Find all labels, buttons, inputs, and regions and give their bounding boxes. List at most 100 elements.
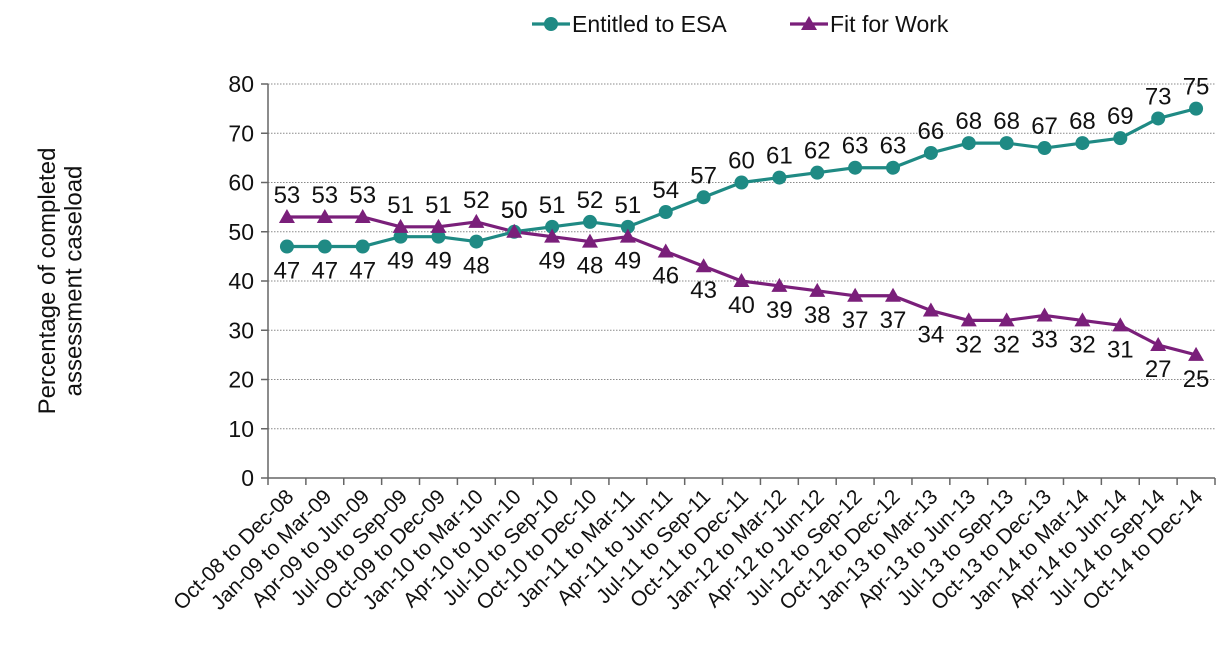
data-point-marker	[1189, 101, 1204, 116]
data-point-marker	[619, 228, 636, 243]
data-label: 51	[539, 192, 566, 219]
data-point-marker	[657, 243, 674, 258]
data-point-marker	[772, 170, 787, 185]
data-label: 51	[425, 192, 452, 219]
data-label: 53	[349, 182, 376, 209]
data-point-marker	[658, 205, 673, 220]
data-point-marker	[1074, 312, 1091, 327]
data-point-marker	[771, 277, 788, 292]
y-axis-title-line: assessment caseload	[61, 166, 88, 397]
data-point-marker	[279, 239, 294, 254]
series-markers	[278, 101, 1205, 361]
legend-label: Entitled to ESA	[572, 11, 727, 37]
data-point-marker	[468, 213, 485, 228]
data-point-marker	[922, 302, 939, 317]
data-label: 49	[387, 248, 414, 275]
data-point-marker	[998, 312, 1015, 327]
data-point-marker	[317, 239, 332, 254]
y-axis-label: Percentage of completedassessment caselo…	[34, 148, 87, 415]
data-label: 37	[880, 307, 907, 334]
data-label: 67	[1031, 113, 1058, 140]
data-point-marker	[848, 160, 863, 175]
data-point-marker	[886, 160, 901, 175]
data-point-marker	[545, 219, 560, 234]
data-point-marker	[847, 287, 864, 302]
data-label: 49	[539, 248, 566, 275]
y-axis-title-line: Percentage of completed	[34, 148, 61, 415]
data-label: 63	[842, 133, 869, 160]
data-label: 53	[311, 182, 338, 209]
y-axis-title: Percentage of completedassessment caselo…	[34, 148, 87, 415]
data-label: 50	[501, 197, 528, 224]
data-label: 25	[1183, 366, 1210, 393]
data-label: 48	[463, 253, 490, 280]
data-label: 31	[1107, 336, 1134, 363]
legend-marker	[801, 16, 817, 30]
gridlines	[268, 83, 1215, 430]
data-point-marker	[354, 208, 371, 223]
data-point-marker	[695, 258, 712, 273]
data-label: 32	[955, 331, 982, 358]
data-point-marker	[733, 273, 750, 287]
y-tick-label: 80	[228, 71, 254, 97]
data-label: 48	[577, 253, 604, 280]
data-label: 68	[955, 108, 982, 135]
data-point-marker	[582, 214, 597, 229]
data-label: 68	[1069, 108, 1096, 135]
data-label: 54	[652, 177, 679, 204]
data-label: 69	[1107, 103, 1134, 130]
data-point-marker	[885, 287, 902, 302]
legend: Entitled to ESA Fit for Work	[532, 11, 949, 37]
data-point-marker	[923, 145, 938, 160]
data-label: 39	[766, 297, 793, 324]
data-point-marker	[961, 136, 976, 151]
data-label: 32	[1069, 331, 1096, 358]
data-label: 50	[501, 197, 528, 224]
data-point-marker	[999, 136, 1014, 151]
data-point-marker	[469, 234, 484, 249]
data-label: 33	[1031, 326, 1058, 353]
data-point-marker	[1151, 111, 1166, 126]
y-tick-label: 70	[228, 120, 254, 146]
data-label: 52	[577, 187, 604, 214]
data-point-marker	[1188, 346, 1205, 361]
data-point-marker	[1036, 307, 1053, 322]
data-point-marker	[960, 312, 977, 327]
data-label: 34	[918, 322, 945, 349]
data-point-marker	[544, 228, 561, 243]
data-label: 62	[804, 138, 831, 165]
data-point-marker	[278, 208, 295, 223]
y-axis-ticks: 0 10 20 30 40 50 60 70 80	[228, 71, 268, 491]
data-point-marker	[581, 233, 598, 248]
data-point-marker	[431, 229, 446, 244]
y-tick-label: 50	[228, 219, 254, 245]
data-point-marker	[316, 208, 333, 223]
data-label: 61	[766, 143, 793, 170]
data-label: 60	[728, 148, 755, 175]
data-point-marker	[355, 239, 370, 254]
data-label: 57	[690, 162, 717, 189]
data-point-marker	[430, 218, 447, 233]
legend-label: Fit for Work	[830, 11, 949, 37]
y-tick-label: 40	[228, 268, 254, 294]
y-tick-label: 0	[241, 465, 254, 491]
data-label: 37	[842, 307, 869, 334]
legend-marker	[544, 17, 558, 31]
data-point-marker	[1075, 136, 1090, 151]
data-point-marker	[1037, 141, 1052, 156]
data-point-marker	[696, 190, 711, 205]
data-point-marker	[1113, 131, 1128, 146]
data-label: 53	[274, 182, 301, 209]
data-label: 51	[387, 192, 414, 219]
y-tick-label: 60	[228, 170, 254, 196]
data-label: 49	[425, 248, 452, 275]
data-point-marker	[392, 218, 409, 233]
data-label: 73	[1145, 83, 1172, 110]
data-point-marker	[810, 165, 825, 180]
data-label: 40	[728, 292, 755, 319]
data-label: 68	[993, 108, 1020, 135]
data-label: 47	[274, 258, 301, 285]
data-label: 47	[311, 258, 338, 285]
data-point-marker	[620, 219, 635, 234]
